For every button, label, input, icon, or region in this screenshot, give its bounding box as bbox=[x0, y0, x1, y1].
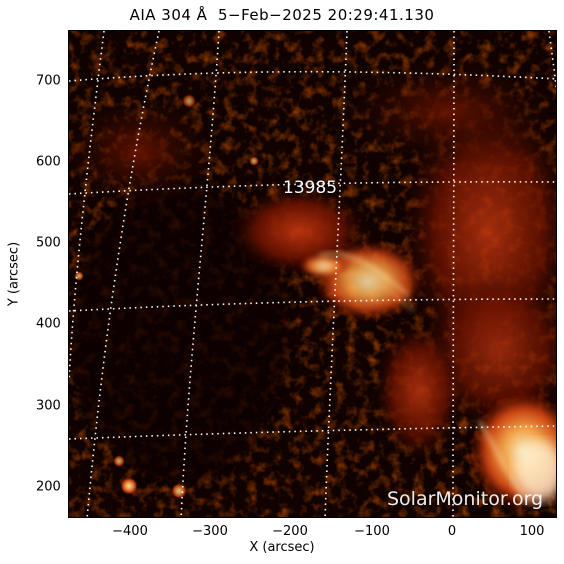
page-title: AIA 304 Å 5−Feb−2025 20:29:41.130 bbox=[129, 6, 435, 24]
y-axis-label: Y (arcsec) bbox=[6, 241, 22, 307]
x-tick-label: −400 bbox=[112, 524, 148, 539]
y-tick-label: 600 bbox=[36, 154, 61, 170]
heliographic-grid bbox=[69, 31, 556, 517]
active-region-label: 13985 bbox=[283, 178, 338, 198]
watermark: SolarMonitor.org bbox=[387, 488, 544, 510]
y-tick-label: 300 bbox=[36, 398, 61, 414]
x-axis-label: X (arcsec) bbox=[249, 540, 315, 555]
x-tick-label: −100 bbox=[354, 524, 390, 539]
y-tick-label: 200 bbox=[36, 479, 61, 495]
y-tick-label: 700 bbox=[36, 73, 61, 89]
x-tick-label: −300 bbox=[192, 524, 228, 539]
solar-image-panel: 13985 SolarMonitor.org bbox=[68, 30, 557, 518]
y-tick-label: 500 bbox=[36, 235, 61, 251]
solar-disk-image bbox=[69, 31, 556, 517]
y-tick-label: 400 bbox=[36, 316, 61, 332]
x-tick-label: −200 bbox=[272, 524, 308, 539]
x-tick-label: 100 bbox=[519, 524, 545, 539]
x-tick-label: 0 bbox=[447, 524, 457, 539]
